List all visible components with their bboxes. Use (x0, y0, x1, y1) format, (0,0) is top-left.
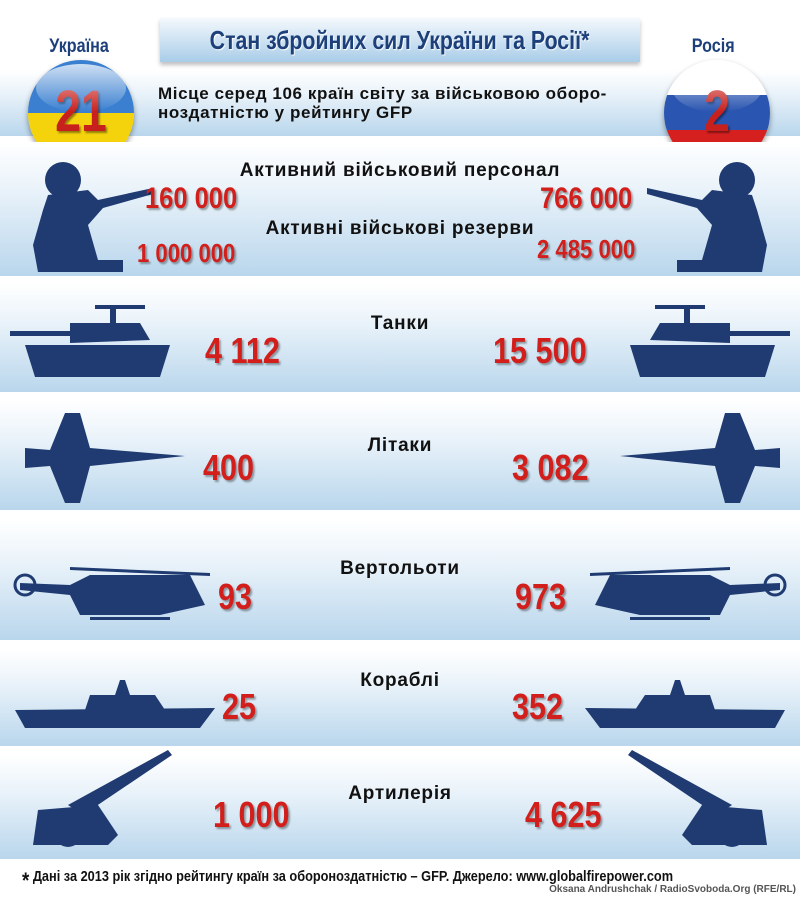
soldier-icon (33, 162, 153, 272)
jet-icon (25, 413, 185, 503)
helicopters-label: Вертольоти (340, 558, 460, 579)
tank-icon (10, 305, 170, 377)
title-box: Стан збройних сил України та Росії* (160, 18, 640, 62)
ranking-description: Місце серед 106 країн світу за військово… (158, 84, 607, 122)
ranking-line-2: ноздатністю у рейтингу GFP (158, 103, 413, 122)
artillery-label: Артилерія (348, 783, 452, 804)
helicopter-icon (13, 567, 210, 620)
jet-icon (620, 413, 780, 503)
soldier-icon (647, 162, 767, 272)
aircraft-label: Літаки (367, 435, 433, 456)
artillery-icon (33, 750, 172, 847)
ukraine-artillery-value: 1 000 (213, 794, 290, 835)
ukraine-personnel-value: 160 000 (145, 182, 238, 215)
russia-personnel-value: 766 000 (540, 182, 633, 215)
russia-label: Росія (691, 36, 735, 57)
ukraine-helicopters-value: 93 (218, 576, 253, 617)
artillery-icon (628, 750, 767, 847)
ukraine-ships-value: 25 (222, 686, 257, 727)
page-title: Стан збройних сил України та Росії* (210, 25, 590, 55)
credit: Oksana Andrushchak / RadioSvoboda.Org (R… (549, 884, 796, 895)
personnel-label: Активний військовий персонал (239, 160, 561, 181)
helicopter-icon (590, 567, 787, 620)
tank-icon (630, 305, 790, 377)
footnote-asterisk: * (22, 868, 30, 893)
ukraine-label: Україна (49, 36, 109, 57)
ukraine-reserves-value: 1 000 000 (137, 238, 236, 268)
russia-tanks-value: 15 500 (493, 330, 587, 371)
russia-artillery-value: 4 625 (525, 794, 602, 835)
ranking-line-1: Місце серед 106 країн світу за військово… (158, 84, 607, 103)
russia-aircraft-value: 3 082 (512, 447, 589, 488)
russia-reserves-value: 2 485 000 (537, 234, 636, 264)
reserves-label: Активні військові резерви (265, 218, 535, 239)
personnel-band (0, 142, 800, 276)
tanks-label: Танки (370, 313, 430, 334)
ukraine-aircraft-value: 400 (203, 447, 255, 488)
ships-label: Кораблі (360, 670, 440, 691)
footer-note: * Дані за 2013 рік згідно рейтингу країн… (22, 868, 673, 894)
russia-ships-value: 352 (512, 686, 564, 727)
warship-icon (15, 680, 215, 728)
ukraine-tanks-value: 4 112 (205, 330, 280, 371)
warship-icon (585, 680, 785, 728)
footnote-text: Дані за 2013 рік згідно рейтингу країн з… (32, 868, 674, 885)
russia-helicopters-value: 973 (515, 576, 567, 617)
